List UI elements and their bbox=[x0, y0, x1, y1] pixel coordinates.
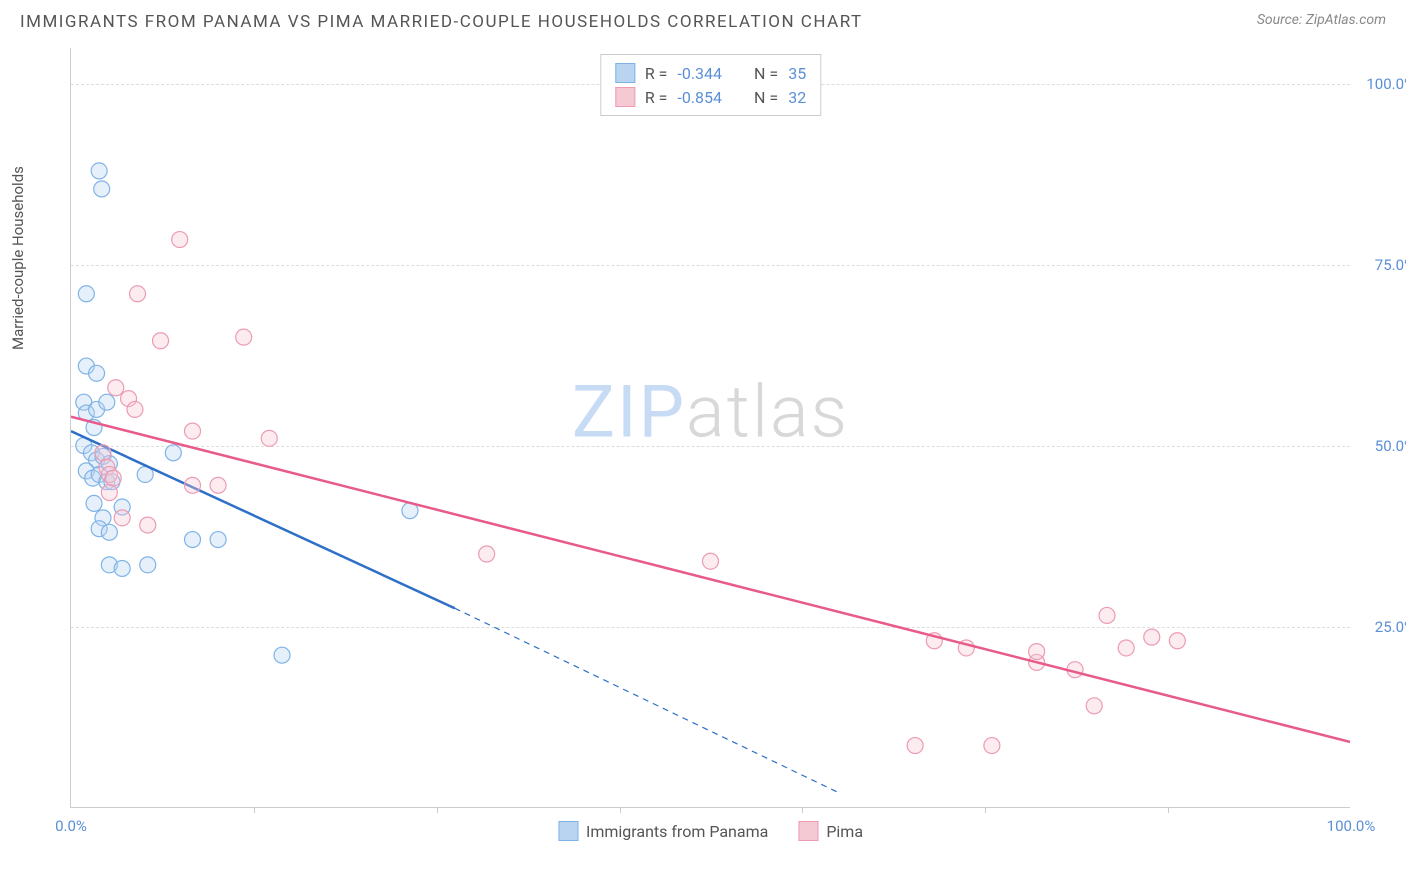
legend-series-item: Immigrants from Panama bbox=[558, 821, 768, 841]
data-point bbox=[94, 181, 110, 197]
data-point bbox=[140, 517, 156, 533]
legend-series: Immigrants from Panama Pima bbox=[558, 821, 863, 841]
x-tick bbox=[1168, 807, 1169, 813]
data-point bbox=[172, 232, 188, 248]
data-point bbox=[703, 553, 719, 569]
data-point bbox=[185, 423, 201, 439]
data-point bbox=[108, 380, 124, 396]
data-point bbox=[185, 477, 201, 493]
data-point bbox=[89, 365, 105, 381]
legend-series-label: Pima bbox=[826, 822, 863, 841]
legend-series-item: Pima bbox=[798, 821, 863, 841]
legend-row: R = -0.854 N = 32 bbox=[615, 85, 806, 109]
y-tick-label: 50.0% bbox=[1375, 437, 1406, 455]
x-tick bbox=[254, 807, 255, 813]
data-point bbox=[1118, 640, 1134, 656]
legend-swatch bbox=[615, 87, 635, 107]
x-max-label: 100.0% bbox=[1327, 817, 1376, 835]
data-point bbox=[127, 401, 143, 417]
x-tick bbox=[620, 807, 621, 813]
data-point bbox=[236, 329, 252, 345]
data-point bbox=[95, 445, 111, 461]
data-point bbox=[105, 470, 121, 486]
regression-line bbox=[71, 417, 1350, 742]
data-point bbox=[1086, 698, 1102, 714]
legend-n-value: 35 bbox=[788, 64, 806, 83]
legend-r-label: R = bbox=[645, 88, 668, 107]
legend-swatch bbox=[558, 821, 578, 841]
data-point bbox=[153, 333, 169, 349]
legend-swatch bbox=[615, 63, 635, 83]
data-point bbox=[479, 546, 495, 562]
data-point bbox=[1169, 633, 1185, 649]
plot-svg bbox=[71, 48, 1350, 807]
source-attribution: Source: ZipAtlas.com bbox=[1257, 12, 1386, 28]
data-point bbox=[1029, 644, 1045, 660]
data-point bbox=[1099, 607, 1115, 623]
data-point bbox=[165, 445, 181, 461]
y-tick-label: 25.0% bbox=[1375, 618, 1406, 636]
data-point bbox=[1144, 629, 1160, 645]
data-point bbox=[185, 532, 201, 548]
legend-n-label: N = bbox=[754, 64, 778, 83]
legend-correlation: R = -0.344 N = 35 R = -0.854 N = 32 bbox=[600, 54, 821, 116]
data-point bbox=[114, 560, 130, 576]
x-tick bbox=[437, 807, 438, 813]
legend-row: R = -0.344 N = 35 bbox=[615, 61, 806, 85]
data-point bbox=[130, 286, 146, 302]
data-point bbox=[99, 394, 115, 410]
data-point bbox=[210, 532, 226, 548]
data-point bbox=[86, 495, 102, 511]
legend-n-value: 32 bbox=[788, 88, 806, 107]
legend-r-value: -0.854 bbox=[677, 88, 722, 107]
data-point bbox=[274, 647, 290, 663]
legend-n-label: N = bbox=[754, 88, 778, 107]
y-tick-label: 100.0% bbox=[1366, 75, 1406, 93]
data-point bbox=[140, 557, 156, 573]
y-tick-label: 75.0% bbox=[1375, 256, 1406, 274]
data-point bbox=[101, 485, 117, 501]
legend-series-label: Immigrants from Panama bbox=[586, 822, 768, 841]
legend-swatch bbox=[798, 821, 818, 841]
x-min-label: 0.0% bbox=[55, 817, 87, 835]
y-axis-label: Married-couple Households bbox=[9, 166, 27, 350]
x-tick bbox=[985, 807, 986, 813]
chart-container: Married-couple Households ZIPatlas R =-0… bbox=[48, 48, 1378, 818]
data-point bbox=[261, 430, 277, 446]
data-point bbox=[91, 163, 107, 179]
regression-line-dashed bbox=[455, 608, 839, 792]
data-point bbox=[114, 510, 130, 526]
data-point bbox=[210, 477, 226, 493]
data-point bbox=[984, 738, 1000, 754]
chart-title: IMMIGRANTS FROM PANAMA VS PIMA MARRIED-C… bbox=[20, 12, 863, 32]
legend-r-label: R = bbox=[645, 64, 668, 83]
data-point bbox=[101, 524, 117, 540]
data-point bbox=[78, 286, 94, 302]
x-tick bbox=[802, 807, 803, 813]
plot-area: ZIPatlas R =-0.344N =35R =-0.854N =32 Im… bbox=[70, 48, 1350, 808]
data-point bbox=[907, 738, 923, 754]
legend-r-value: -0.344 bbox=[677, 64, 722, 83]
